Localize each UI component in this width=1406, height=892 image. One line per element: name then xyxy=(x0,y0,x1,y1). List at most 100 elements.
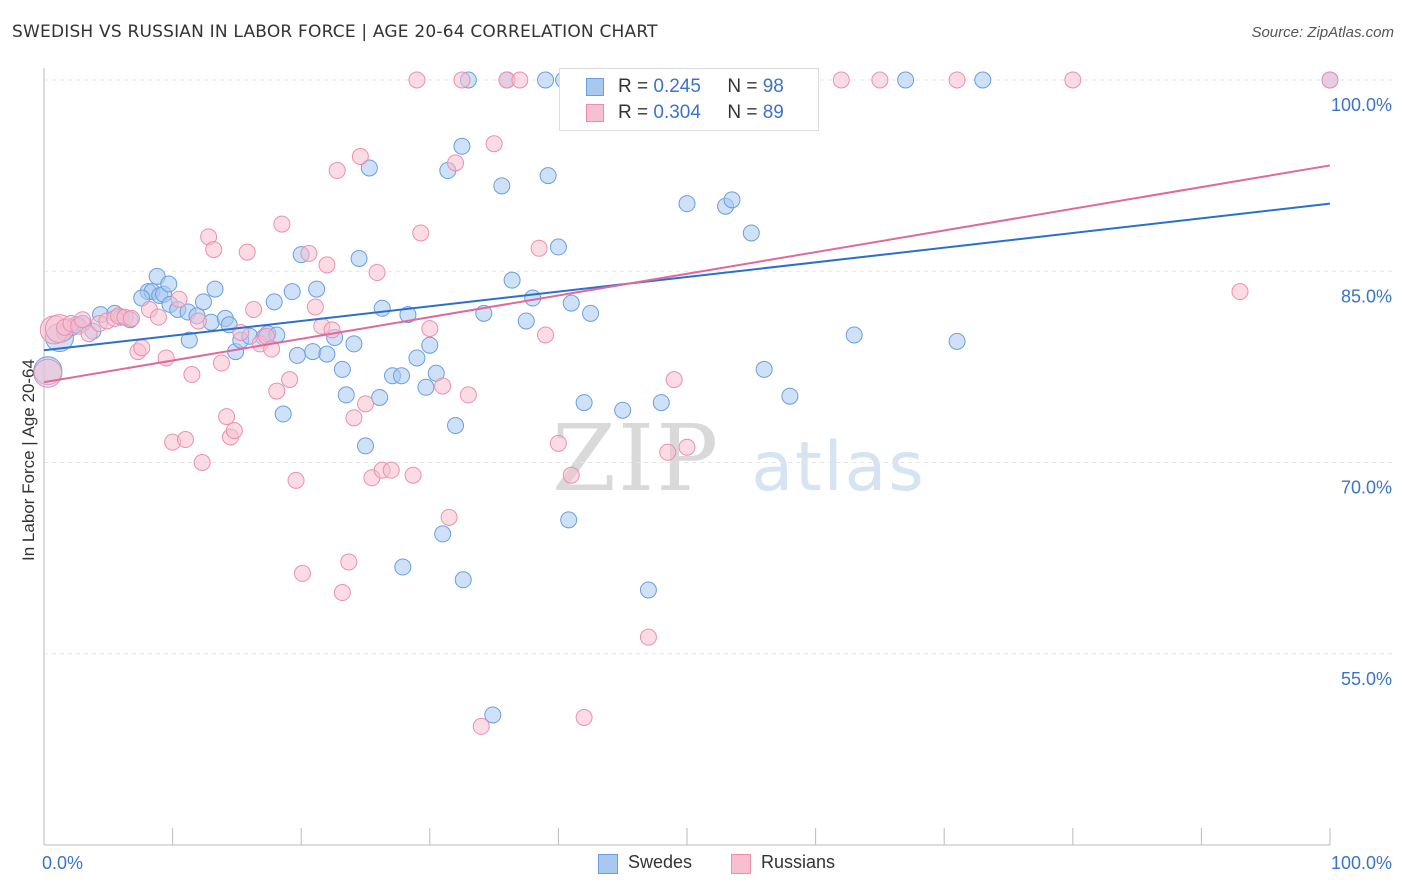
swedes-point xyxy=(453,137,471,155)
russians-point xyxy=(453,71,471,89)
swedes-point xyxy=(897,71,915,89)
swedes-point xyxy=(575,394,593,412)
russians-point xyxy=(659,443,677,461)
russians-point xyxy=(412,224,430,242)
russians-swatch xyxy=(586,104,604,122)
swedes-point xyxy=(562,294,580,312)
russians-point xyxy=(149,308,167,326)
russians-point xyxy=(404,466,422,484)
russians-point xyxy=(225,422,243,440)
swedes-point xyxy=(537,71,555,89)
russians-point xyxy=(639,628,657,646)
russians-point xyxy=(80,325,98,343)
russians-point xyxy=(1064,71,1082,89)
russians-point xyxy=(300,244,318,262)
swedes-point xyxy=(350,250,368,267)
swedes-point xyxy=(781,387,799,405)
russians-point xyxy=(678,438,696,456)
russians-point xyxy=(193,454,211,471)
watermark: ZIP atlas xyxy=(552,405,926,512)
russians-point xyxy=(562,466,580,484)
swedes-point xyxy=(948,332,966,350)
russians-point xyxy=(434,377,452,395)
swedes-point xyxy=(318,345,336,363)
russians-point xyxy=(268,382,286,400)
russians-point xyxy=(318,256,336,274)
swedes-point xyxy=(357,437,374,455)
swedes-point xyxy=(373,299,391,317)
russians-point xyxy=(357,395,374,413)
russians-point xyxy=(549,434,567,452)
russians-point xyxy=(575,709,593,726)
russians-point xyxy=(368,264,386,282)
russians-point xyxy=(537,326,555,344)
swedes-point xyxy=(399,306,417,324)
swedes-point xyxy=(723,191,741,209)
swedes-n-value: 98 xyxy=(762,76,784,97)
x-tick-label: 100.0% xyxy=(1331,853,1392,873)
swedes-point xyxy=(308,280,326,298)
russians-point xyxy=(218,408,236,426)
russians-point xyxy=(485,135,503,153)
swedes-point xyxy=(447,417,465,435)
swedes-point xyxy=(678,195,696,213)
source-credit: Source: ZipAtlas.com xyxy=(1251,24,1394,41)
russians-point xyxy=(340,553,358,571)
russians-point xyxy=(459,386,477,404)
russians-point xyxy=(176,431,194,449)
swedes-point xyxy=(421,336,439,354)
russians-point xyxy=(472,717,490,735)
swedes-point xyxy=(484,706,502,724)
swedes-point xyxy=(160,275,178,293)
russians-n-label: N = xyxy=(727,102,763,123)
russians-point xyxy=(238,243,256,261)
watermark-zip: ZIP xyxy=(552,405,721,512)
russians-trend-line xyxy=(43,164,1331,384)
russians-point xyxy=(328,162,346,180)
russians-point xyxy=(345,409,363,427)
russians-point xyxy=(287,471,305,489)
swedes-point xyxy=(503,271,521,289)
russians-point xyxy=(133,339,151,357)
russians-point xyxy=(948,71,966,89)
russians-point xyxy=(205,241,223,259)
russians-point xyxy=(440,508,458,526)
swedes-point xyxy=(560,511,578,529)
bottom-russians-label: Russians xyxy=(761,852,836,872)
russians-point xyxy=(351,148,369,165)
swedes-point xyxy=(333,360,351,378)
russians-point xyxy=(421,320,439,338)
russians-point xyxy=(245,301,263,318)
swedes-point xyxy=(755,360,773,378)
russians-point xyxy=(170,290,188,308)
russians-r-value: 0.304 xyxy=(653,102,701,123)
russians-point xyxy=(511,71,529,89)
y-axis-title: In Labor Force | Age 20-64 xyxy=(19,359,38,561)
russians-point xyxy=(832,71,850,89)
x-tick-label: 0.0% xyxy=(42,853,83,873)
russians-point xyxy=(189,312,207,330)
y-tick-label: 70.0% xyxy=(1341,478,1392,498)
russians-point xyxy=(183,366,201,384)
russians-point xyxy=(273,215,291,233)
bottom-russians-swatch xyxy=(731,854,751,874)
swedes-point xyxy=(434,525,452,543)
swedes-point xyxy=(283,283,301,301)
swedes-point xyxy=(180,331,198,349)
swedes-r-label: R = xyxy=(618,76,654,97)
swedes-point xyxy=(493,177,511,195)
swedes-swatch xyxy=(586,78,604,96)
russians-point xyxy=(281,371,299,389)
swedes-point xyxy=(304,343,322,361)
swedes-point xyxy=(845,326,863,344)
swedes-point xyxy=(288,346,306,364)
swedes-point xyxy=(393,367,411,385)
y-tick-label: 100.0% xyxy=(1331,95,1392,115)
swedes-point xyxy=(337,386,355,404)
russians-point xyxy=(665,371,683,389)
swedes-point xyxy=(974,71,992,89)
bottom-swedes-swatch xyxy=(598,854,618,874)
russians-point xyxy=(408,71,426,89)
swedes-point xyxy=(265,293,283,311)
